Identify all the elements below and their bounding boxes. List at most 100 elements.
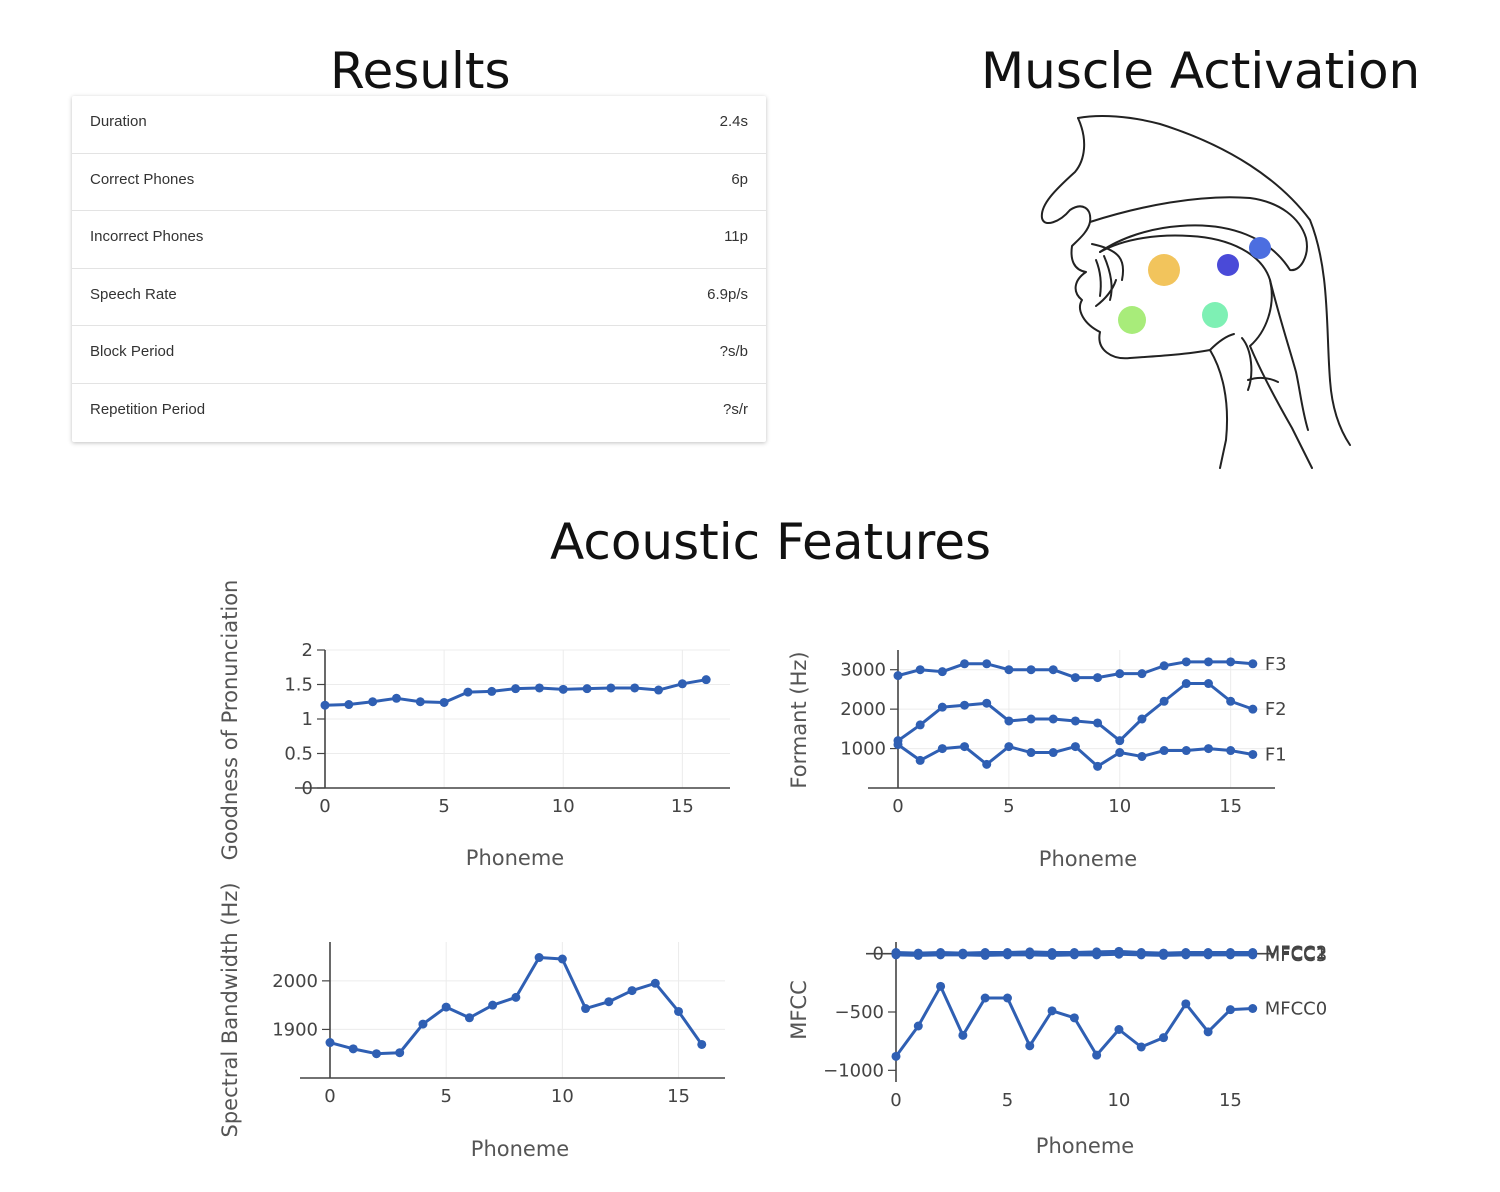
results-row-label: Incorrect Phones bbox=[90, 228, 204, 246]
data-point bbox=[1070, 716, 1080, 726]
data-point bbox=[891, 950, 901, 960]
data-point bbox=[1070, 742, 1080, 752]
x-axis-title: Phoneme bbox=[466, 846, 564, 870]
data-point bbox=[1047, 950, 1057, 960]
data-point bbox=[606, 683, 616, 693]
data-point bbox=[1048, 665, 1058, 675]
y-tick-label: 2000 bbox=[840, 699, 886, 720]
data-point bbox=[1248, 1004, 1258, 1013]
y-tick-label: 1 bbox=[302, 709, 313, 730]
data-point bbox=[1159, 746, 1169, 756]
x-tick-label: 5 bbox=[1003, 796, 1014, 817]
data-point bbox=[1092, 1050, 1102, 1060]
data-point bbox=[1048, 748, 1058, 758]
y-axis-title: Goodness of Pronunciation bbox=[218, 580, 242, 861]
y-tick-label: 1.5 bbox=[284, 675, 313, 696]
y-tick-label: −500 bbox=[835, 1002, 884, 1023]
x-tick-label: 5 bbox=[438, 796, 449, 817]
series-label: MFCC3 bbox=[1265, 945, 1327, 966]
data-point bbox=[982, 659, 992, 669]
data-point bbox=[1026, 714, 1036, 724]
data-point bbox=[604, 997, 614, 1007]
y-tick-label: 0 bbox=[302, 778, 313, 799]
data-point bbox=[1136, 1042, 1146, 1052]
data-point bbox=[630, 683, 640, 693]
vocal-tract-illustration bbox=[1040, 115, 1351, 469]
data-point bbox=[344, 700, 354, 710]
tongue-root-activation-dot bbox=[1202, 302, 1228, 328]
data-point bbox=[441, 1002, 451, 1012]
x-tick-label: 5 bbox=[1002, 1090, 1013, 1111]
data-point bbox=[960, 700, 970, 710]
gop-chart: 0 5 10 15 0 0.5 1 1.5 2 Phoneme Goodness of Pronun… bbox=[200, 570, 760, 870]
y-tick-label: 1000 bbox=[840, 739, 886, 760]
data-point bbox=[654, 685, 664, 695]
data-point bbox=[1093, 673, 1103, 683]
velum-activation-dot bbox=[1249, 237, 1271, 259]
data-point bbox=[1069, 1013, 1079, 1023]
x-tick-label: 15 bbox=[671, 796, 694, 817]
data-point bbox=[1025, 950, 1035, 960]
data-point bbox=[982, 759, 992, 769]
data-point bbox=[915, 665, 925, 675]
data-point bbox=[980, 993, 990, 1003]
x-tick-label: 0 bbox=[319, 796, 330, 817]
tongue-body-activation-dot bbox=[1217, 254, 1239, 276]
y-axis-title: Spectral Bandwidth (Hz) bbox=[218, 882, 242, 1137]
data-point bbox=[1092, 950, 1102, 960]
data-point bbox=[1025, 1041, 1035, 1051]
data-point bbox=[1203, 679, 1213, 689]
data-point bbox=[582, 684, 592, 694]
data-point bbox=[1004, 742, 1014, 752]
data-point bbox=[1114, 1025, 1124, 1034]
data-point bbox=[534, 953, 544, 963]
data-point bbox=[1225, 1005, 1235, 1015]
data-point bbox=[936, 981, 946, 991]
data-point bbox=[1137, 669, 1147, 679]
data-point bbox=[913, 950, 923, 960]
y-axis-title: Formant (Hz) bbox=[787, 651, 811, 788]
x-tick-label: 10 bbox=[552, 796, 575, 817]
results-row-correct-phones: Correct Phones 6p bbox=[72, 154, 766, 212]
x-tick-label: 5 bbox=[440, 1086, 451, 1107]
data-point bbox=[581, 1004, 591, 1014]
upper-lip-activation-dot bbox=[1148, 254, 1180, 286]
data-point bbox=[1002, 993, 1012, 1003]
results-row-repetition-period: Repetition Period ?s/r bbox=[72, 384, 766, 442]
data-point bbox=[418, 1019, 428, 1029]
results-row-value: ?s/r bbox=[722, 400, 748, 418]
results-table: Duration 2.4s Correct Phones 6p Incorrec… bbox=[72, 96, 766, 442]
data-point bbox=[893, 671, 903, 681]
x-tick-label: 0 bbox=[892, 796, 903, 817]
data-point bbox=[677, 679, 687, 689]
data-point bbox=[1226, 696, 1236, 706]
results-row-incorrect-phones: Incorrect Phones 11p bbox=[72, 211, 766, 269]
data-point bbox=[511, 684, 521, 694]
data-point bbox=[558, 684, 568, 694]
y-tick-label: 0.5 bbox=[284, 744, 313, 765]
results-row-label: Correct Phones bbox=[90, 170, 195, 188]
data-point bbox=[1002, 950, 1012, 960]
acoustic-features-title: Acoustic Features bbox=[550, 513, 992, 571]
y-axis-title: MFCC bbox=[787, 980, 811, 1040]
muscle-activation-title: Muscle Activation bbox=[981, 42, 1421, 100]
data-point bbox=[1203, 744, 1213, 754]
data-point bbox=[1137, 751, 1147, 761]
series-label: F1 bbox=[1265, 744, 1287, 765]
data-point bbox=[1203, 1027, 1213, 1037]
bandwidth-chart-svg: 0 5 10 15 1900 2000 Phoneme Spectral Bandwidth … bbox=[218, 882, 725, 1161]
data-point bbox=[487, 686, 497, 696]
vocal-tract-outline bbox=[1040, 115, 1351, 469]
data-point bbox=[1248, 950, 1258, 960]
data-point bbox=[674, 1006, 684, 1016]
data-point bbox=[937, 702, 947, 712]
data-point bbox=[1093, 761, 1103, 771]
data-point bbox=[463, 687, 473, 697]
data-point bbox=[1115, 748, 1125, 758]
data-point bbox=[936, 950, 946, 960]
results-row-value: 6.9p/s bbox=[707, 285, 748, 303]
series-label: F3 bbox=[1265, 654, 1287, 675]
x-tick-label: 15 bbox=[1219, 796, 1242, 817]
data-point bbox=[1004, 716, 1014, 726]
x-tick-label: 15 bbox=[667, 1086, 690, 1107]
